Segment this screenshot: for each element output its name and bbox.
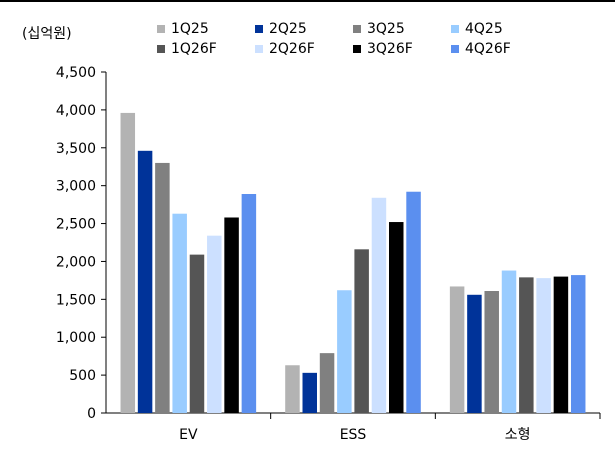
legend-label-2q25: 2Q25 [269,21,307,37]
legend-swatch-4q25 [451,25,459,33]
bar-2q25-0 [137,150,153,413]
top-border-line [0,0,615,2]
bar-4q25-2 [501,270,517,413]
bar-2q26f-0 [207,235,222,413]
bar-1q26f-1 [354,249,369,413]
bar-2q25-1 [302,372,317,413]
bar-4q25-0 [172,213,187,413]
bar-3q25-1 [319,353,335,413]
bar-1q26f-0 [189,254,205,413]
x-category-label: 소형 [505,427,531,443]
unit-label: (십억원) [22,26,72,42]
bar-3q25-2 [484,290,499,413]
bar-4q25-1 [337,290,352,413]
legend-label-4q25: 4Q25 [465,21,503,37]
bar-series-group [120,112,586,414]
chart-legend: 1Q25 2Q25 3Q25 4Q25 1Q26F 2Q26F 3Q26F 4Q26F [157,21,511,57]
bar-4q26f-2 [570,275,586,413]
bar-4q26f-0 [241,194,257,413]
bar-1q26f-2 [519,277,534,413]
legend-label-3q26f: 3Q26F [367,41,413,57]
legend-label-3q25: 3Q25 [367,21,405,37]
legend-label-1q26f: 1Q26F [171,41,217,57]
legend-swatch-3q25 [353,25,361,33]
bar-2q26f-1 [371,197,387,413]
chart-axes: 0 500 1,000 1,500 2,000 2,500 3,000 3,500 4,000 4… [56,65,601,443]
legend-swatch-1q26f [157,45,165,53]
y-tick-label: 500 [69,368,96,384]
y-tick-label: 3,500 [56,141,96,157]
y-tick-label: 2,500 [56,217,96,233]
bar-3q26f-2 [553,276,569,413]
legend-label-1q25: 1Q25 [171,21,209,37]
bar-3q26f-1 [389,222,404,413]
bar-2q26f-2 [536,278,551,413]
bar-2q25-2 [467,294,482,413]
y-tick-label: 2,000 [56,254,96,270]
y-tick-label: 4,500 [56,65,96,81]
legend-swatch-2q26f [255,45,263,53]
y-tick-label: 4,000 [56,103,96,119]
bar-1q25-2 [449,286,465,413]
y-tick-label: 3,000 [56,179,96,195]
y-tick-label: 1,500 [56,292,96,308]
bar-1q25-1 [285,365,300,413]
y-tick-label: 1,000 [56,330,96,346]
legend-swatch-4q26f [451,45,459,53]
legend-label-4q26f: 4Q26F [465,41,511,57]
legend-label-2q26f: 2Q26F [269,41,315,57]
bar-3q25-0 [155,162,170,413]
legend-swatch-3q26f [353,45,361,53]
bar-3q26f-0 [224,217,239,413]
x-category-label: ESS [340,427,367,443]
legend-swatch-2q25 [255,25,263,33]
legend-swatch-1q25 [157,25,165,33]
bar-4q26f-1 [406,191,421,413]
y-tick-label: 0 [87,406,96,422]
x-category-label: EV [179,427,198,443]
bar-1q25-0 [120,112,136,414]
